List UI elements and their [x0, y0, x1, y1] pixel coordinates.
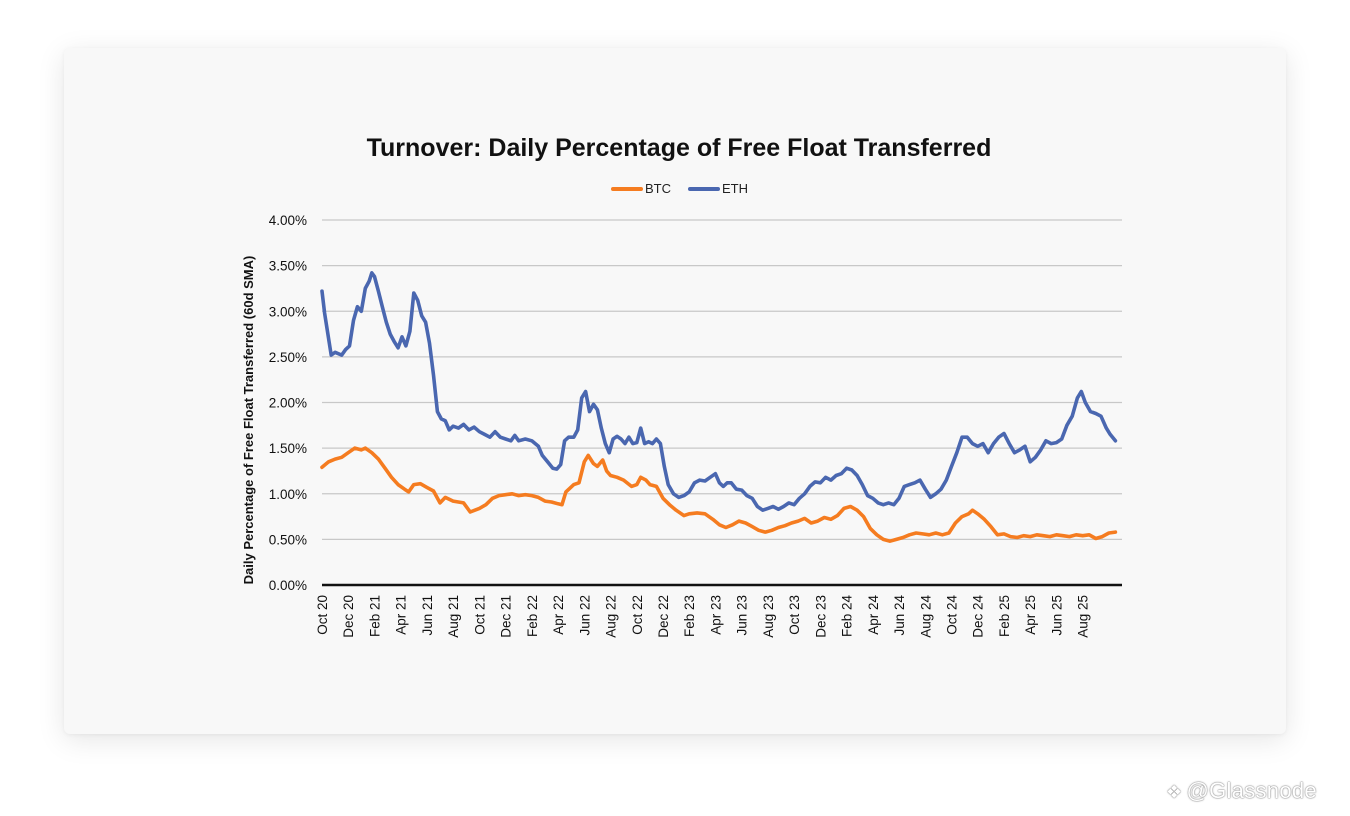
x-tick-label: Jun 25	[1049, 595, 1064, 636]
x-tick-label: Aug 21	[446, 595, 461, 638]
x-tick-label: Feb 25	[997, 595, 1012, 637]
x-tick-label: Jun 21	[420, 595, 435, 636]
y-tick-label: 2.50%	[269, 350, 307, 365]
x-tick-label: Aug 24	[918, 595, 933, 638]
glassnode-watermark: ❖ @Glassnode	[1166, 778, 1317, 804]
x-tick-label: Oct 20	[315, 595, 330, 635]
chart-title: Turnover: Daily Percentage of Free Float…	[367, 134, 992, 162]
y-tick-label: 4.00%	[269, 213, 307, 228]
watermark-text: @Glassnode	[1186, 778, 1317, 803]
y-tick-label: 2.00%	[269, 396, 307, 411]
grid-lines	[322, 219, 1122, 540]
x-tick-label: Oct 22	[630, 595, 645, 635]
x-tick-label: Aug 23	[761, 595, 776, 638]
x-tick-label: Oct 23	[787, 595, 802, 635]
x-tick-label: Dec 21	[499, 595, 514, 638]
y-tick-labels: 0.00% 0.50% 1.00% 1.50% 2.00% 2.50% 3.00% 3.50%…	[269, 213, 307, 593]
x-tick-label: Oct 21	[472, 595, 487, 635]
y-tick-label: 3.50%	[269, 259, 307, 274]
glassnode-logo-icon: ❖	[1166, 782, 1183, 802]
x-tick-label: Aug 22	[604, 595, 619, 638]
x-tick-label: Apr 24	[866, 595, 881, 635]
x-tick-label: Apr 21	[394, 595, 409, 635]
x-tick-label: Dec 23	[813, 595, 828, 638]
y-tick-label: 0.50%	[269, 532, 307, 547]
chart-legend: BTC ETH	[611, 181, 748, 196]
x-tick-label: Dec 20	[341, 595, 356, 638]
x-tick-label: Apr 23	[708, 595, 723, 635]
y-tick-label: 3.00%	[269, 304, 307, 319]
x-tick-label: Aug 25	[1076, 595, 1091, 638]
x-tick-label: Feb 22	[525, 595, 540, 637]
y-tick-label: 1.00%	[269, 487, 307, 502]
x-tick-label: Oct 24	[945, 595, 960, 635]
x-tick-label: Feb 21	[367, 595, 382, 637]
x-tick-label: Apr 22	[551, 595, 566, 635]
series-lines	[320, 271, 1118, 543]
x-tick-label: Dec 22	[656, 595, 671, 638]
y-tick-label: 0.00%	[269, 578, 307, 593]
x-tick-label: Jun 22	[577, 595, 592, 636]
x-tick-label: Feb 24	[840, 595, 855, 638]
legend-btc-label: BTC	[645, 181, 671, 196]
x-tick-label: Dec 24	[971, 595, 986, 638]
legend-eth-label: ETH	[722, 181, 748, 196]
x-tick-label: Apr 25	[1023, 595, 1038, 635]
x-tick-labels: Oct 20 Dec 20 Feb 21 Apr 21 Jun 21 Aug 21 Oct …	[315, 595, 1091, 638]
y-axis-label: Daily Percentage of Free Float Transferr…	[241, 256, 256, 585]
x-tick-label: Feb 23	[682, 595, 697, 637]
x-tick-label: Jun 24	[892, 595, 907, 636]
y-tick-label: 1.50%	[269, 441, 307, 456]
btc-series-line	[320, 446, 1118, 543]
eth-series-line	[320, 271, 1118, 512]
x-tick-label: Jun 23	[735, 595, 750, 636]
